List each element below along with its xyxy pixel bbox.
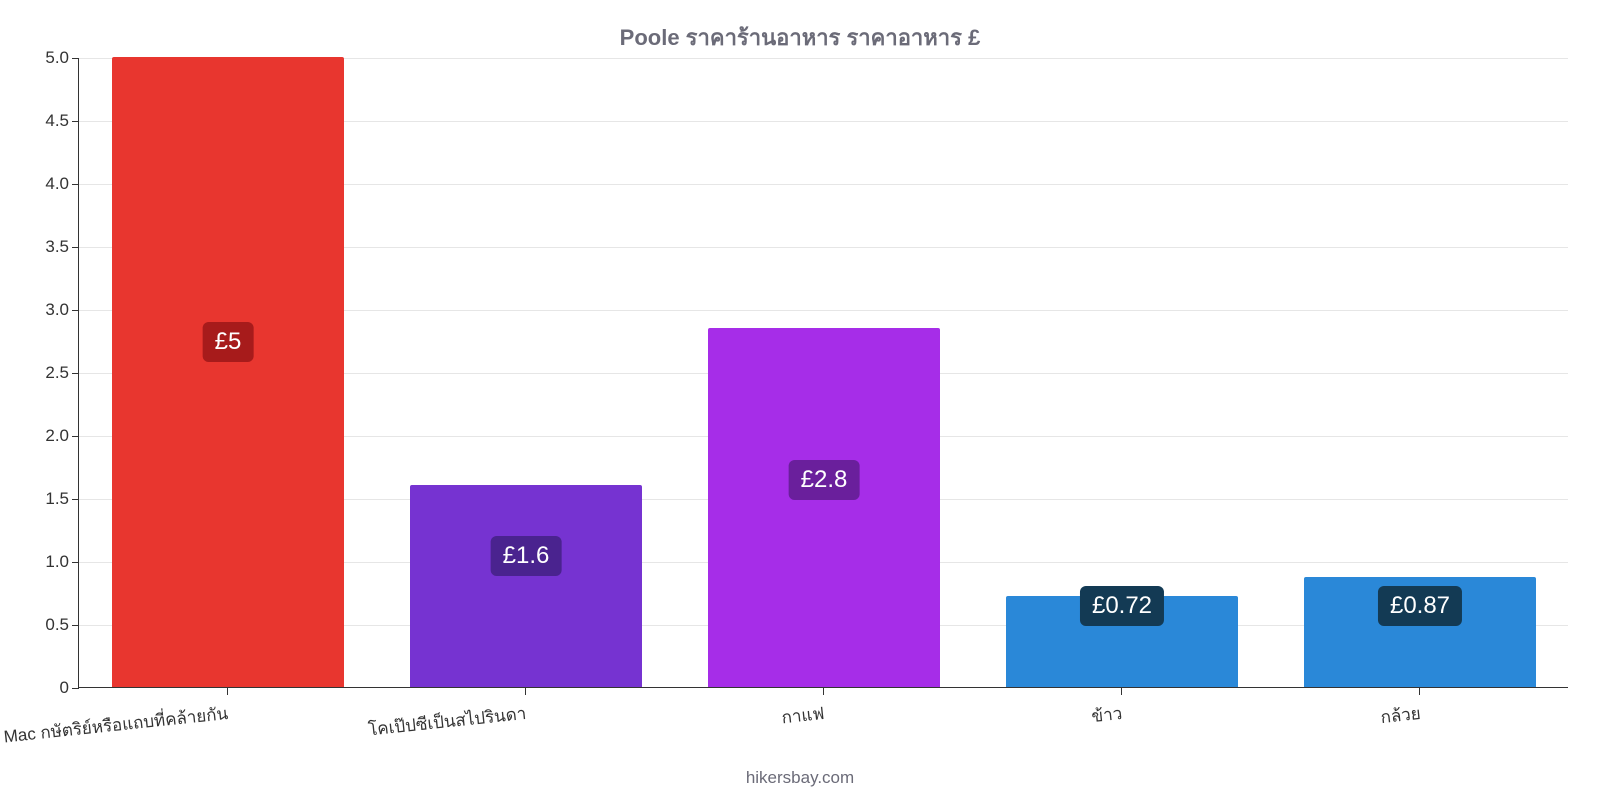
x-axis-label: กล้วย — [1379, 700, 1422, 731]
chart-title: Poole ราคาร้านอาหาร ราคาอาหาร £ — [0, 20, 1600, 55]
y-tick-label: 4.5 — [45, 111, 69, 131]
value-badge: £5 — [203, 322, 254, 362]
x-tick-mark — [227, 688, 228, 695]
y-tick-label: 4.0 — [45, 174, 69, 194]
x-axis-label: ข้าว — [1090, 700, 1123, 730]
x-axis-label: โคเป๊ปซีเป็นสไปรินดา — [367, 700, 528, 743]
y-tick-label: 2.0 — [45, 426, 69, 446]
value-badge: £1.6 — [491, 536, 562, 576]
value-badge: £0.87 — [1378, 586, 1462, 626]
chart-container: Poole ราคาร้านอาหาร ราคาอาหาร £ 0 0.5 1.0 1… — [0, 0, 1600, 800]
y-tick-mark — [72, 499, 79, 500]
x-axis-labels: เบอร์เกอร์ Mac กษัตริย์หรือแถบที่คล้ายกั… — [78, 692, 1568, 772]
y-tick-mark — [72, 310, 79, 311]
x-tick-mark — [823, 688, 824, 695]
y-tick-label: 1.0 — [45, 552, 69, 572]
y-tick-label: 3.5 — [45, 237, 69, 257]
attribution-text: hikersbay.com — [0, 768, 1600, 788]
x-axis-label: กาแฟ — [780, 700, 825, 731]
y-tick-mark — [72, 625, 79, 626]
y-tick-label: 5.0 — [45, 48, 69, 68]
value-badge: £0.72 — [1080, 586, 1164, 626]
y-tick-mark — [72, 373, 79, 374]
x-tick-mark — [1419, 688, 1420, 695]
value-badge: £2.8 — [789, 460, 860, 500]
y-tick-label: 3.0 — [45, 300, 69, 320]
x-axis-label: เบอร์เกอร์ Mac กษัตริย์หรือแถบที่คล้ายกั… — [0, 700, 230, 758]
y-tick-mark — [72, 121, 79, 122]
y-tick-label: 1.5 — [45, 489, 69, 509]
bar — [112, 57, 344, 687]
y-tick-mark — [72, 184, 79, 185]
y-tick-mark — [72, 436, 79, 437]
bar — [410, 485, 642, 687]
x-tick-mark — [525, 688, 526, 695]
y-tick-mark — [72, 562, 79, 563]
y-tick-mark — [72, 247, 79, 248]
y-tick-label: 0.5 — [45, 615, 69, 635]
y-tick-label: 0 — [60, 678, 69, 698]
x-tick-mark — [1121, 688, 1122, 695]
plot-area: 00.51.01.52.02.53.03.54.04.55.0£5£1.6£2.… — [78, 58, 1568, 688]
y-tick-mark — [72, 58, 79, 59]
y-tick-label: 2.5 — [45, 363, 69, 383]
bar — [708, 328, 940, 687]
y-tick-mark — [72, 688, 79, 689]
